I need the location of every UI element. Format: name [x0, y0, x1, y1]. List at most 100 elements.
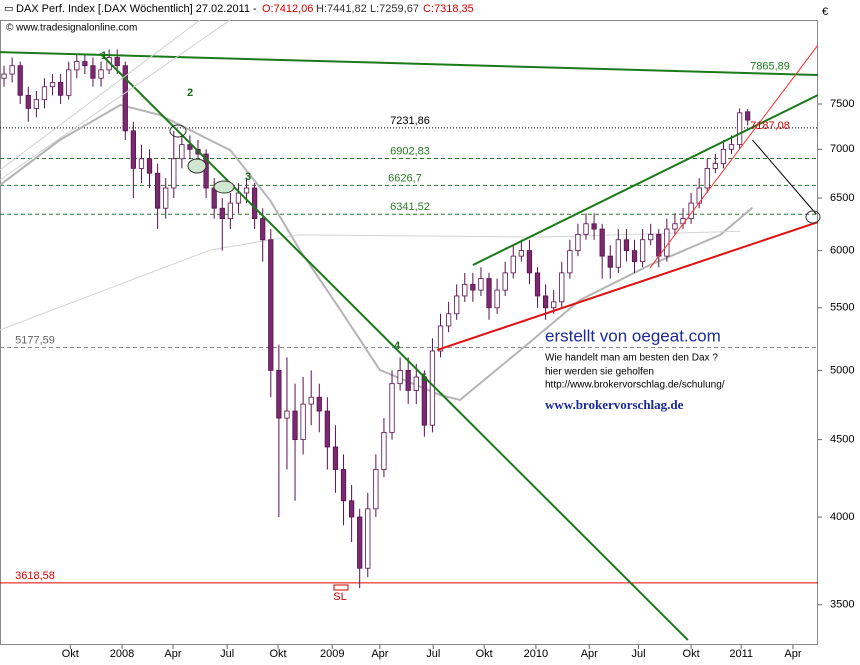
candle-body: [163, 187, 169, 209]
candle-body: [672, 223, 678, 230]
wave-label: 1: [101, 50, 107, 62]
trendline: [472, 94, 818, 266]
header-checkbox[interactable]: ▭: [4, 4, 13, 15]
x-tick-label: Apr: [581, 648, 598, 660]
x-tick-label: Jul: [220, 648, 234, 660]
candle-body: [90, 65, 96, 79]
candle-body: [260, 218, 266, 241]
candle-body: [429, 350, 436, 426]
wave-label: 5: [421, 372, 427, 384]
candle-body: [421, 376, 427, 426]
y-tick-label: 7000: [830, 143, 854, 155]
candle-body: [33, 99, 39, 109]
candle-body: [631, 250, 638, 263]
candle-body: [405, 370, 411, 391]
y-tick-label: 3500: [830, 599, 854, 611]
header-low: L:7259,67: [370, 3, 419, 15]
note-line: hier werden sie geholfen: [545, 367, 654, 378]
candle-body: [648, 233, 654, 241]
candle-body: [575, 233, 581, 252]
candle-body: [74, 61, 80, 71]
candle-body: [639, 239, 646, 263]
x-tick-label: 2009: [320, 648, 344, 660]
candle-body: [413, 376, 419, 391]
candle-body: [720, 148, 727, 164]
candle-body: [736, 112, 743, 146]
header-title: DAX Perf. Index [.DAX Wöchentlich] 27.02…: [16, 3, 257, 15]
candle-body: [324, 410, 330, 448]
candle-body: [243, 187, 250, 194]
candle-body: [130, 130, 136, 169]
x-tick-label: Okt: [62, 648, 79, 660]
plot-frame: [0, 20, 818, 645]
candle-body: [397, 370, 403, 385]
level-label: 6902,83: [390, 145, 430, 157]
candle-body: [98, 69, 104, 79]
candle-body: [49, 82, 56, 88]
x-tick-label: Apr: [371, 648, 388, 660]
y-tick-label: 5500: [830, 302, 854, 314]
level-label: 6626,7: [388, 172, 422, 184]
candle-body: [340, 469, 347, 502]
candle-body: [454, 295, 460, 315]
candle-body: [470, 283, 476, 291]
y-tick-label: 6500: [830, 192, 854, 204]
candle-body: [171, 158, 177, 189]
candle-body: [17, 65, 23, 96]
note-link[interactable]: www.brokervorschlag.de: [545, 397, 684, 412]
candle-body: [381, 431, 387, 470]
level-label: 5177,59: [15, 334, 55, 346]
candle-body: [656, 233, 662, 257]
note-line: Wie handelt man am besten den Dax ?: [545, 353, 718, 364]
candle-body: [389, 383, 395, 433]
candle-body: [308, 396, 314, 405]
candle-body: [623, 239, 630, 252]
candle-body: [82, 61, 88, 67]
candle-body: [316, 396, 322, 412]
note-line: http://www.brokervorschlag.de/schulung/: [545, 380, 725, 391]
candle-body: [542, 295, 549, 309]
trendline-label: 7187,08: [750, 120, 790, 132]
x-tick-label: Apr: [784, 648, 801, 660]
header-high: H:7441,82: [316, 3, 367, 15]
plot-area: [0, 44, 818, 641]
trendline: [99, 52, 689, 641]
candle-body: [704, 167, 710, 189]
candle-body: [9, 65, 15, 75]
x-tick-label: Apr: [164, 648, 181, 660]
currency: €: [822, 6, 828, 18]
marker-ellipse: [187, 158, 207, 174]
x-tick-label: Jul: [632, 648, 646, 660]
stop-label: SL: [333, 591, 346, 603]
y-tick-label: 5000: [830, 364, 854, 376]
trendline: [752, 139, 817, 215]
candle-body: [494, 289, 500, 309]
x-tick-label: 2008: [110, 648, 134, 660]
candle-body: [615, 239, 621, 268]
candle-body: [664, 228, 670, 257]
wave-label: 4: [394, 340, 401, 352]
wave-label: 2: [187, 87, 193, 99]
candle-body: [276, 370, 282, 419]
axes: 3500 4000 4500 5000 5500 6000 6500 7000 7500 Okt 2…: [62, 98, 855, 660]
candle-body: [251, 187, 258, 219]
x-tick-label: Okt: [269, 648, 286, 660]
candle-body: [357, 516, 363, 569]
candle-body: [66, 69, 72, 96]
candle-body: [365, 508, 371, 569]
candle-body: [292, 410, 298, 441]
y-tick-label: 6000: [830, 245, 854, 257]
trendline-label: 7865,89: [750, 61, 790, 73]
y-tick-label: 4500: [830, 434, 854, 446]
candle-body: [114, 57, 120, 67]
candle-body: [332, 446, 339, 470]
marker-ellipse: [213, 180, 235, 194]
x-tick-label: Okt: [476, 648, 493, 660]
decor-line: [0, 19, 201, 171]
candle-body: [235, 192, 242, 204]
candle-body: [25, 94, 31, 109]
candle-body: [486, 278, 492, 309]
wave-label: 3: [245, 171, 251, 183]
